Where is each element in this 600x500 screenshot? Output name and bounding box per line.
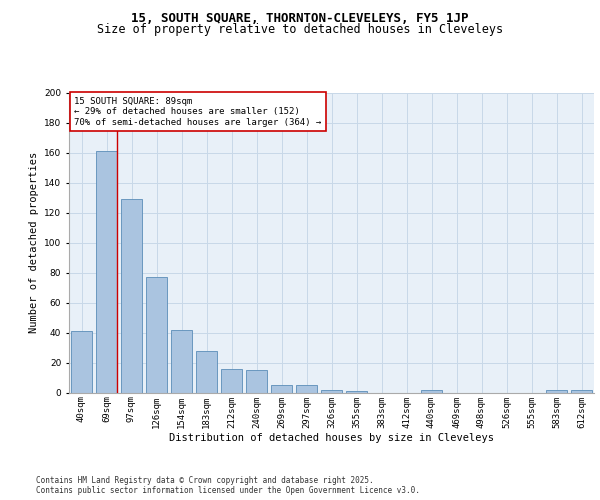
Bar (146, 277, 167, 392)
Bar (346, 391, 367, 392)
Bar (421, 390, 442, 392)
Bar (221, 368, 242, 392)
Bar (171, 330, 192, 392)
Bar (121, 199, 142, 392)
Bar (246, 370, 267, 392)
Text: 15, SOUTH SQUARE, THORNTON-CLEVELEYS, FY5 1JP: 15, SOUTH SQUARE, THORNTON-CLEVELEYS, FY… (131, 12, 469, 26)
X-axis label: Distribution of detached houses by size in Cleveleys: Distribution of detached houses by size … (169, 433, 494, 443)
Y-axis label: Number of detached properties: Number of detached properties (29, 152, 38, 333)
Bar (571, 390, 592, 392)
Bar (96, 151, 117, 392)
Text: Size of property relative to detached houses in Cleveleys: Size of property relative to detached ho… (97, 22, 503, 36)
Bar (321, 390, 342, 392)
Bar (546, 390, 567, 392)
Bar (71, 331, 92, 392)
Bar (296, 385, 317, 392)
Text: Contains HM Land Registry data © Crown copyright and database right 2025.
Contai: Contains HM Land Registry data © Crown c… (36, 476, 420, 495)
Text: 15 SOUTH SQUARE: 89sqm
← 29% of detached houses are smaller (152)
70% of semi-de: 15 SOUTH SQUARE: 89sqm ← 29% of detached… (74, 97, 322, 127)
Bar (271, 385, 292, 392)
Bar (196, 350, 217, 393)
